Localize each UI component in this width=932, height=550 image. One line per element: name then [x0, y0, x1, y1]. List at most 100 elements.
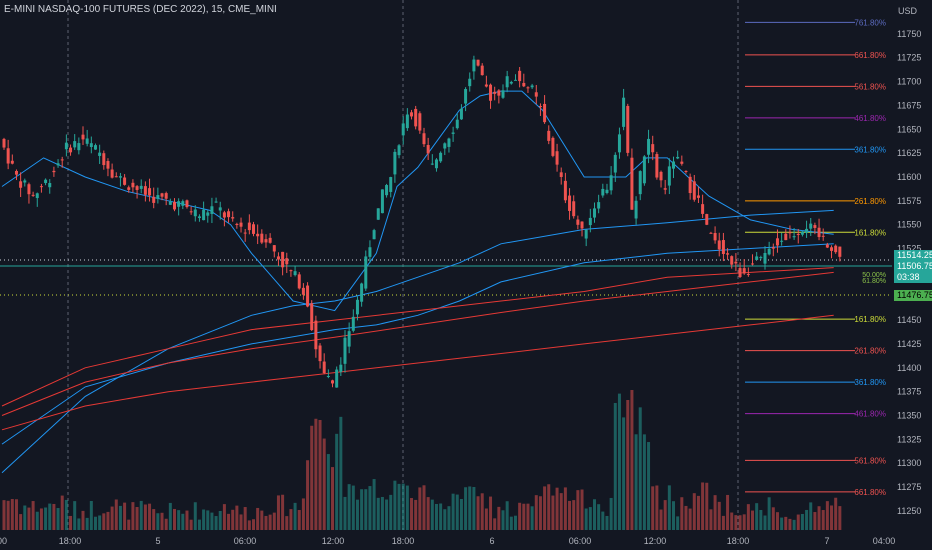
volume-bar [227, 513, 231, 530]
candle-body [148, 188, 152, 196]
volume-bar [480, 493, 484, 530]
volume-bar [118, 505, 122, 530]
volume-bar [501, 510, 505, 530]
candle-body [543, 103, 547, 123]
volume-bar [152, 509, 156, 530]
volume-bar [493, 518, 497, 530]
candle-body [439, 152, 443, 162]
volume-bar [56, 508, 60, 530]
candle-body [784, 233, 788, 241]
volume-bar [98, 515, 102, 530]
volume-bar [788, 518, 792, 530]
candle-body [742, 268, 746, 274]
candle-body [692, 181, 696, 200]
candle-body [143, 186, 147, 195]
fib-label: 161.80% [854, 315, 886, 324]
volume-bar [156, 513, 160, 530]
volume-bar [127, 519, 131, 530]
fib-label: 361.80% [854, 378, 886, 387]
volume-bar [23, 505, 27, 530]
volume-bar [289, 509, 293, 530]
price-tick: 11575 [897, 196, 921, 206]
volume-bar [252, 519, 256, 530]
volume-bar [809, 502, 813, 530]
candle-body [530, 85, 534, 88]
price-tick: 11300 [897, 458, 921, 468]
volume-bar [77, 518, 81, 530]
candle-body [85, 138, 89, 144]
candle-body [318, 345, 322, 362]
candle-body [451, 132, 455, 134]
volume-bar [64, 499, 68, 530]
volume-bar [69, 515, 73, 530]
candle-body [177, 201, 181, 207]
candle-body [717, 240, 721, 250]
candle-body [605, 189, 609, 193]
volume-bar [401, 483, 405, 530]
candle-body [19, 181, 23, 188]
candle-body [672, 161, 676, 169]
candle-body [218, 207, 222, 211]
candle-body [131, 182, 135, 188]
volume-bar [135, 507, 139, 530]
volume-bar [680, 497, 684, 530]
candle-body [264, 239, 268, 243]
volume-bar [148, 503, 152, 530]
volume-bar [426, 497, 430, 530]
candle-body [343, 337, 347, 364]
candle-body [222, 212, 226, 218]
volume-bar [659, 509, 663, 530]
candle-body [289, 270, 293, 272]
candle-body [293, 271, 297, 276]
candle-body [434, 159, 438, 169]
volume-bar [505, 501, 509, 530]
candle-body [397, 145, 401, 156]
candle-body [272, 245, 276, 252]
fib-label: 461.80% [854, 410, 886, 419]
candle-body [93, 145, 97, 150]
candle-body [622, 97, 626, 127]
volume-bar [347, 484, 351, 530]
candle-body [746, 273, 750, 275]
candle-body [734, 261, 738, 264]
candle-body [114, 176, 118, 178]
price-label-lower: 11476.75 [894, 290, 932, 301]
candle-body [534, 92, 538, 97]
volume-bar [439, 503, 443, 530]
candle-body [830, 247, 834, 251]
candle-body [322, 361, 326, 374]
volume-bar [281, 494, 285, 530]
volume-bar [335, 433, 339, 530]
volume-bar [605, 515, 609, 530]
volume-bar [647, 442, 651, 530]
time-axis[interactable]: 00 18:00 5 06:00 12:00 18:00 6 06:00 12:00 18:00 7… [0, 536, 895, 546]
candle-body [430, 163, 434, 165]
candle-body [405, 114, 409, 129]
candle-body [380, 189, 384, 214]
volume-bar [759, 510, 763, 530]
candle-body [497, 90, 501, 96]
candle-body [526, 87, 530, 89]
candle-body [771, 247, 775, 249]
volume-bar [272, 512, 276, 530]
candle-body [459, 108, 463, 120]
volume-bar [622, 417, 626, 530]
volume-bar [709, 509, 713, 530]
candle-body [123, 177, 127, 185]
candle-body [489, 84, 493, 101]
volume-bar [509, 516, 513, 530]
candle-body [609, 175, 613, 191]
volume-bar [189, 519, 193, 530]
candle-body [518, 70, 522, 82]
volume-bar [805, 509, 809, 530]
candle-body [642, 156, 646, 184]
time-tick: 18:00 [392, 536, 415, 546]
price-tick: 11675 [897, 100, 921, 110]
volume-bar [588, 507, 592, 530]
candle-body [139, 185, 143, 189]
candle-body [522, 82, 526, 87]
volume-bar [102, 513, 106, 530]
volume-bar [617, 393, 621, 530]
volume-bar [726, 494, 730, 530]
